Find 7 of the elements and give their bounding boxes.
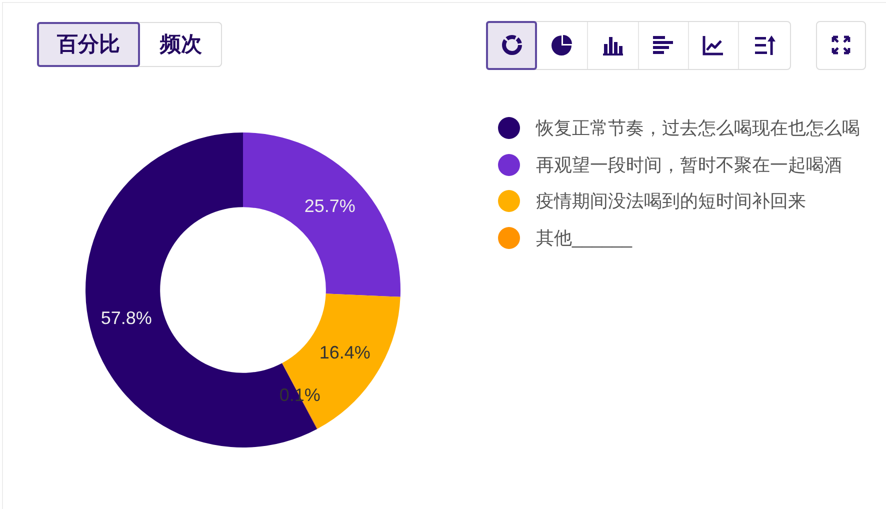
data-label: 57.8%	[100, 308, 152, 328]
data-label: 16.4%	[319, 342, 370, 363]
legend-label: 恢复正常节奏，过去怎么喝现在也怎么喝	[536, 117, 860, 140]
data-label: 25.7%	[304, 196, 356, 216]
legend-label: 其他______	[536, 227, 632, 250]
legend-label: 疫情期间没法喝到的短时间补回来	[536, 190, 806, 214]
legend-label: 再观望一段时间，暂时不聚在一起喝酒	[536, 154, 842, 177]
